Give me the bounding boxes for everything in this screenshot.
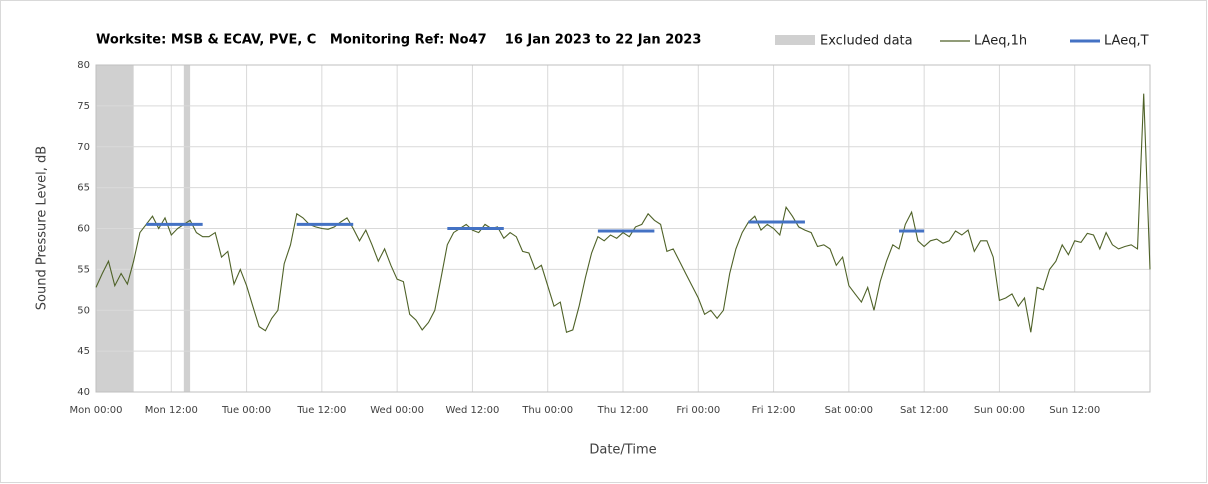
x-tick-label: Sun 00:00 bbox=[974, 405, 1025, 416]
x-tick-label: Sat 00:00 bbox=[825, 405, 873, 416]
y-tick-label: 50 bbox=[77, 305, 90, 316]
legend-label: Excluded data bbox=[820, 34, 913, 49]
chart-title: Worksite: MSB & ECAV, PVE, C Monitoring … bbox=[96, 33, 701, 48]
legend-label: LAeq,1h bbox=[974, 34, 1027, 49]
y-tick-label: 60 bbox=[77, 224, 90, 235]
x-tick-label: Mon 00:00 bbox=[69, 405, 122, 416]
legend-swatch bbox=[775, 35, 815, 45]
x-tick-label: Sun 12:00 bbox=[1049, 405, 1100, 416]
x-tick-label: Fri 12:00 bbox=[752, 405, 796, 416]
x-tick-label: Tue 12:00 bbox=[296, 405, 346, 416]
x-tick-label: Wed 00:00 bbox=[370, 405, 424, 416]
x-tick-label: Thu 00:00 bbox=[521, 405, 573, 416]
x-tick-label: Tue 00:00 bbox=[221, 405, 271, 416]
y-tick-label: 55 bbox=[77, 264, 90, 275]
plot-frame bbox=[95, 64, 1151, 393]
x-tick-label: Mon 12:00 bbox=[145, 405, 198, 416]
y-tick-label: 70 bbox=[77, 142, 90, 153]
y-axis-label: Sound Pressure Level, dB bbox=[35, 146, 50, 310]
legend-label: LAeq,T bbox=[1104, 34, 1149, 49]
y-tick-label: 75 bbox=[77, 101, 90, 112]
x-tick-label: Thu 12:00 bbox=[597, 405, 649, 416]
x-tick-label: Sat 12:00 bbox=[900, 405, 948, 416]
x-axis-label: Date/Time bbox=[589, 443, 656, 458]
x-tick-label: Wed 12:00 bbox=[446, 405, 500, 416]
x-tick-label: Fri 00:00 bbox=[676, 405, 720, 416]
line-series bbox=[95, 93, 1151, 334]
y-tick-label: 40 bbox=[77, 387, 90, 398]
y-tick-label: 45 bbox=[77, 346, 90, 357]
y-tick-label: 80 bbox=[77, 60, 90, 71]
y-tick-label: 65 bbox=[77, 183, 90, 194]
